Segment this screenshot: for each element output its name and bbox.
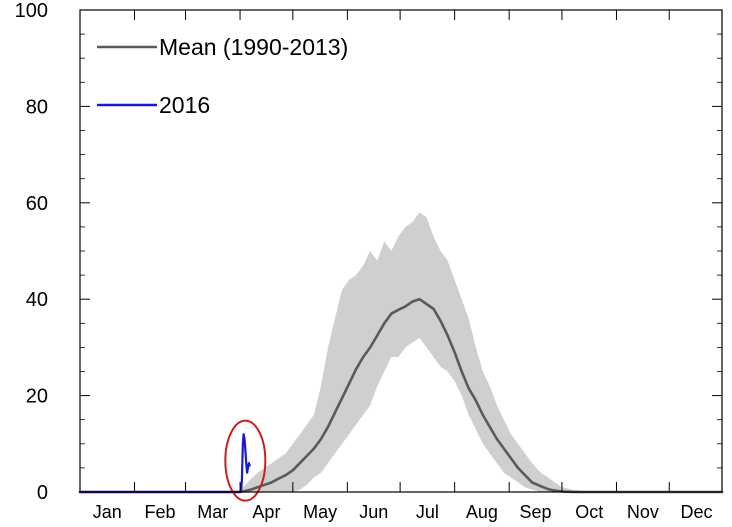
range-band-layer: [238, 212, 591, 492]
legend-label-mean: Mean (1990-2013): [159, 34, 348, 60]
y-tick-label: 0: [37, 482, 48, 504]
y-tick-label: 60: [26, 193, 48, 215]
y-tick-label: 40: [26, 289, 48, 311]
y-tick-label: 80: [26, 96, 48, 118]
x-tick-label: Apr: [252, 502, 280, 522]
legend: Mean (1990-2013) 2016: [97, 34, 348, 118]
x-tick-label: Feb: [145, 502, 176, 522]
x-tick-label: Nov: [627, 502, 659, 522]
x-tick-label: Jul: [416, 502, 439, 522]
legend-label-2016: 2016: [159, 92, 210, 118]
x-tick-label: May: [303, 502, 337, 522]
y-tick-label: 20: [26, 386, 48, 408]
x-tick-label: Aug: [466, 502, 498, 522]
x-tick-label: Mar: [197, 502, 228, 522]
range-band: [238, 212, 591, 492]
x-tick-label: Jan: [93, 502, 122, 522]
x-tick-label: Jun: [359, 502, 388, 522]
highlight-ellipse: [224, 419, 267, 502]
x-tick-label: Oct: [575, 502, 603, 522]
highlight-layer: [224, 419, 267, 502]
x-tick-label: Dec: [680, 502, 712, 522]
series-line-mean: [78, 297, 724, 494]
axis-layer: 0 20 40 60 80 100 Jan Feb Mar Apr May Jun Jul Aug Sep O…: [15, 0, 723, 522]
y-tick-label: 100: [15, 0, 48, 22]
x-tick-label: Sep: [520, 502, 552, 522]
